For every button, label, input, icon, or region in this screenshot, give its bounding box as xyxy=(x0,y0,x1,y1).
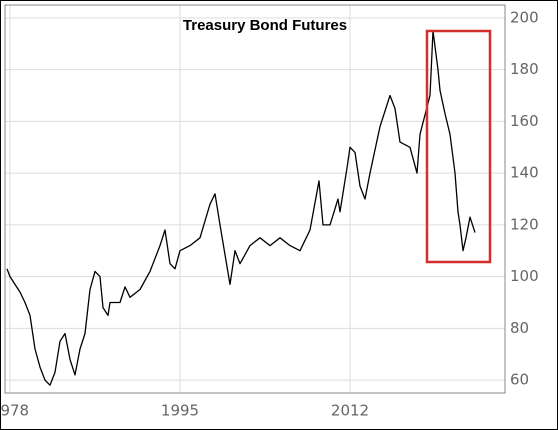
highlight-box xyxy=(425,29,492,264)
y-tick-label: 160 xyxy=(510,112,539,130)
y-tick-label: 120 xyxy=(510,215,539,233)
y-tick-label: 100 xyxy=(510,267,539,285)
y-tick-label: 140 xyxy=(510,164,539,182)
price-line xyxy=(6,30,476,386)
y-tick-label: 80 xyxy=(510,319,529,337)
plot-border xyxy=(4,4,506,394)
x-tick-label: 1995 xyxy=(161,402,199,420)
y-tick-label: 60 xyxy=(510,371,529,389)
x-tick-label: 1978 xyxy=(0,402,29,420)
y-tick-label: 200 xyxy=(510,8,539,26)
y-tick-label: 180 xyxy=(510,60,539,78)
chart-title: Treasury Bond Futures xyxy=(183,17,347,34)
x-tick-label: 2012 xyxy=(331,402,369,420)
